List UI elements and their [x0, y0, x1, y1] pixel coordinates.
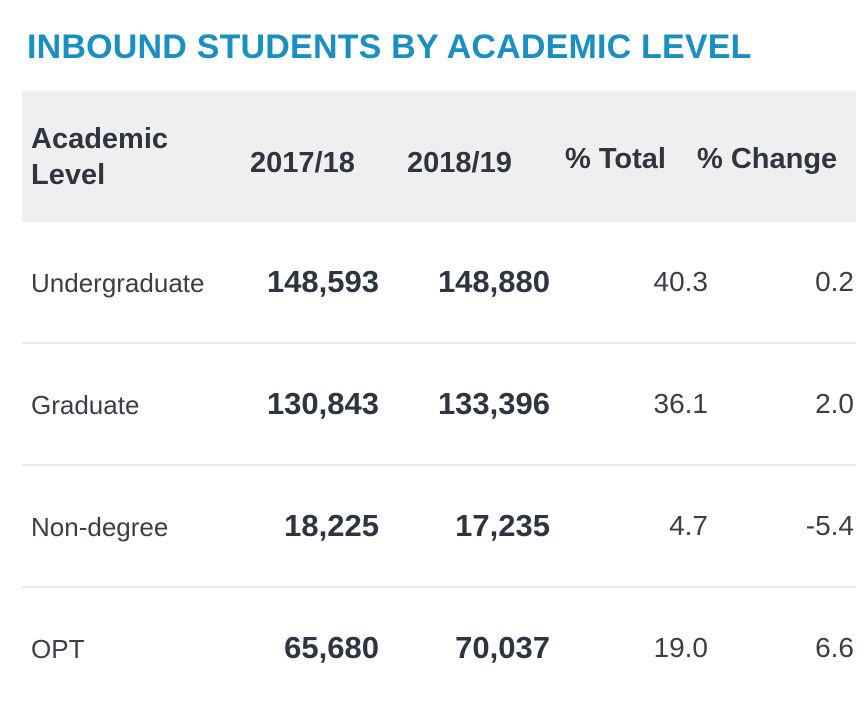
students-table: Academic Level 2017/18 2018/19 % Total %… — [22, 91, 856, 708]
row-2017-18-value: 148,593 — [266, 264, 379, 299]
page-title: INBOUND STUDENTS BY ACADEMIC LEVEL — [27, 28, 752, 66]
table-row: Undergraduate 148,593 148,880 40.3 0.2 — [22, 222, 856, 344]
row-percent-change: -5.4 — [805, 510, 854, 541]
row-level: Graduate — [31, 390, 140, 420]
row-percent-change: 2.0 — [815, 388, 854, 419]
header-2017-18: 2017/18 — [250, 147, 355, 179]
header-percent-change: % Change — [697, 143, 838, 175]
row-percent-total: 40.3 — [653, 266, 709, 297]
row-level: Undergraduate — [31, 268, 205, 298]
header-academic-level: Academic Level — [31, 123, 169, 191]
row-2017-18-value: 18,225 — [284, 508, 379, 543]
row-percent-total: 4.7 — [669, 510, 708, 541]
row-percent-total: 36.1 — [653, 388, 709, 419]
table-header: Academic Level 2017/18 2018/19 % Total %… — [22, 91, 856, 222]
row-2018-19-value: 148,880 — [437, 264, 550, 299]
row-2018-19-value: 70,037 — [455, 630, 550, 665]
table-row: Graduate 130,843 133,396 36.1 2.0 — [22, 344, 856, 466]
row-percent-change: 0.2 — [815, 266, 854, 297]
row-percent-total: 19.0 — [653, 632, 709, 663]
header-percent-total: % Total — [565, 143, 666, 175]
row-2017-18-value: 130,843 — [266, 386, 379, 421]
row-level: OPT — [31, 634, 85, 664]
table-row: OPT 65,680 70,037 19.0 6.6 — [22, 588, 856, 708]
table-row: Non-degree 18,225 17,235 4.7 -5.4 — [22, 466, 856, 588]
row-2018-19-value: 133,396 — [437, 386, 550, 421]
row-2017-18-value: 65,680 — [284, 630, 379, 665]
row-percent-change: 6.6 — [815, 632, 854, 663]
row-2018-19-value: 17,235 — [455, 508, 550, 543]
header-2018-19: 2018/19 — [407, 147, 512, 179]
row-level: Non-degree — [31, 512, 169, 542]
